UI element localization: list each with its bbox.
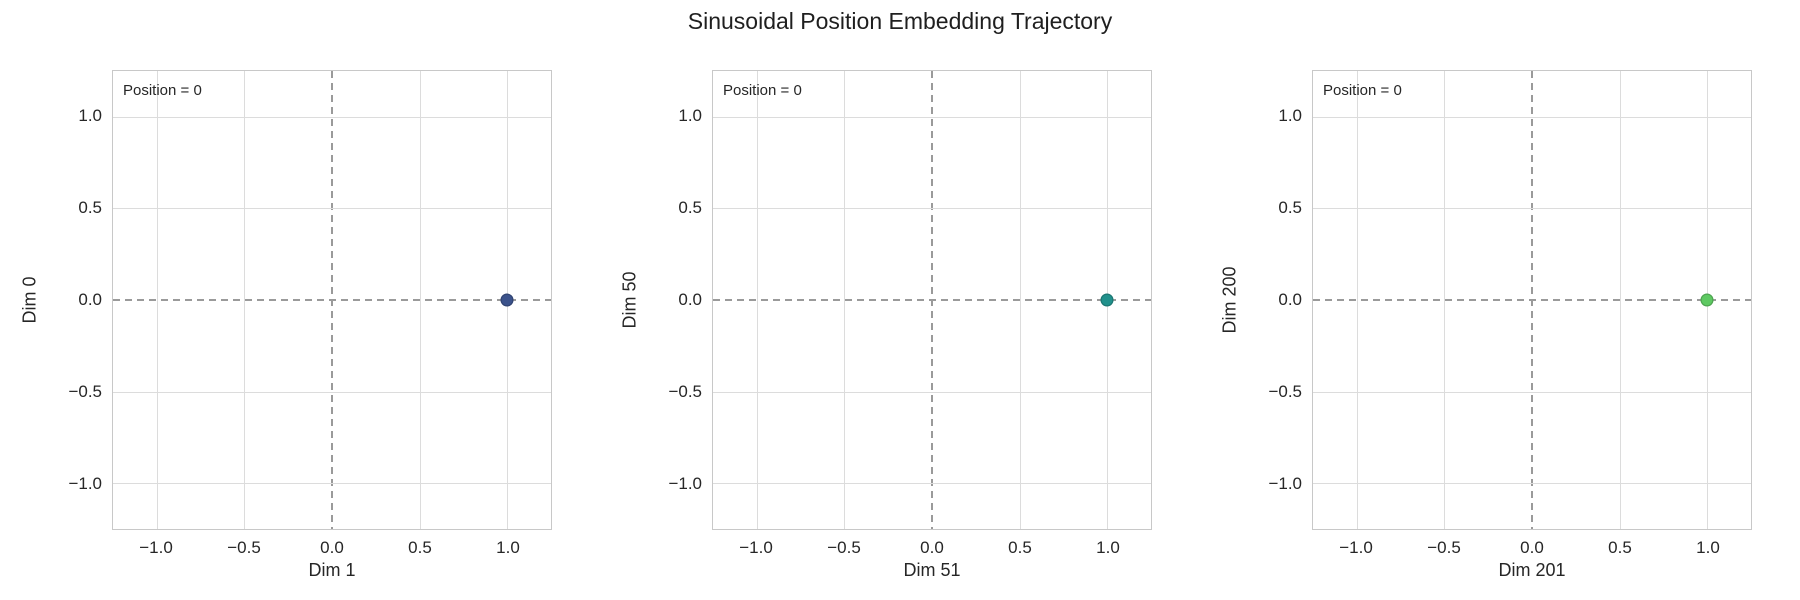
subplot-1: −1.0 −0.5 0.0 0.5 1.0 −1.0 −0.5 0.0 0.5 1.0 Positi… [0, 0, 600, 600]
gridline-horizontal [113, 116, 551, 118]
plot-area: Position = 0 [112, 70, 552, 530]
plot-area: Position = 0 [712, 70, 1152, 530]
x-tick-label: −1.0 [739, 538, 773, 557]
y-axis-label: Dim 0 [19, 276, 40, 324]
x-tick-label: −0.5 [227, 538, 261, 557]
y-tick-label: 0.0 [1278, 290, 1302, 309]
subplot-2: −1.0 −0.5 0.0 0.5 1.0 −1.0 −0.5 0.0 0.5 1.0 Positi… [600, 0, 1200, 600]
subplot-3: −1.0 −0.5 0.0 0.5 1.0 −1.0 −0.5 0.0 0.5 1.0 Positi… [1200, 0, 1800, 600]
gridline-horizontal [713, 208, 1151, 210]
x-tick-label: −1.0 [1339, 538, 1373, 557]
x-tick-label: 0.5 [1608, 538, 1632, 557]
annotation-label: Position = 0 [723, 82, 802, 99]
x-tick-label: 0.0 [920, 538, 944, 557]
figure-title: Sinusoidal Position Embedding Trajectory [687, 8, 1113, 34]
x-tick-label: −1.0 [139, 538, 173, 557]
y-tick-label: 1.0 [678, 106, 702, 125]
x-tick-label: −0.5 [1427, 538, 1461, 557]
y-tick-label: −1.0 [668, 474, 702, 493]
annotation-label: Position = 0 [123, 82, 202, 99]
y-tick-label: 0.5 [678, 198, 702, 217]
data-point [1700, 293, 1714, 307]
x-tick-label: 1.0 [1096, 538, 1120, 557]
x-tick-label: −0.5 [827, 538, 861, 557]
x-tick-label: 0.0 [1520, 538, 1544, 557]
x-axis-label: Dim 51 [903, 560, 961, 580]
zero-line-horizontal [1313, 299, 1751, 301]
gridline-horizontal [1313, 208, 1751, 210]
gridline-horizontal [713, 116, 1151, 118]
x-axis-label: Dim 1 [308, 560, 356, 580]
gridline-horizontal [1313, 391, 1751, 393]
x-tick-label: 1.0 [1696, 538, 1720, 557]
x-tick-label: 0.5 [1008, 538, 1032, 557]
y-tick-label: 0.0 [78, 290, 102, 309]
y-tick-label: −1.0 [1268, 474, 1302, 493]
y-tick-label: 1.0 [78, 106, 102, 125]
plot-area: Position = 0 [1312, 70, 1752, 530]
y-tick-label: −0.5 [1268, 382, 1302, 401]
y-axis-label: Dim 200 [1219, 266, 1240, 334]
gridline-horizontal [713, 391, 1151, 393]
x-axis-label: Dim 201 [1498, 560, 1566, 580]
y-tick-label: 1.0 [1278, 106, 1302, 125]
data-point [1100, 293, 1114, 307]
gridline-horizontal [113, 483, 551, 485]
gridline-horizontal [1313, 483, 1751, 485]
gridline-horizontal [113, 391, 551, 393]
y-axis-label: Dim 50 [619, 271, 640, 329]
data-point [500, 293, 514, 307]
y-tick-label: −1.0 [68, 474, 102, 493]
x-tick-label: 0.5 [408, 538, 432, 557]
gridline-horizontal [113, 208, 551, 210]
zero-line-horizontal [113, 299, 551, 301]
y-tick-label: −0.5 [668, 382, 702, 401]
y-tick-label: 0.5 [78, 198, 102, 217]
y-tick-label: 0.0 [678, 290, 702, 309]
annotation-label: Position = 0 [1323, 82, 1402, 99]
x-tick-label: 1.0 [496, 538, 520, 557]
gridline-horizontal [713, 483, 1151, 485]
x-tick-label: 0.0 [320, 538, 344, 557]
gridline-horizontal [1313, 116, 1751, 118]
y-tick-label: 0.5 [1278, 198, 1302, 217]
y-tick-label: −0.5 [68, 382, 102, 401]
zero-line-horizontal [713, 299, 1151, 301]
